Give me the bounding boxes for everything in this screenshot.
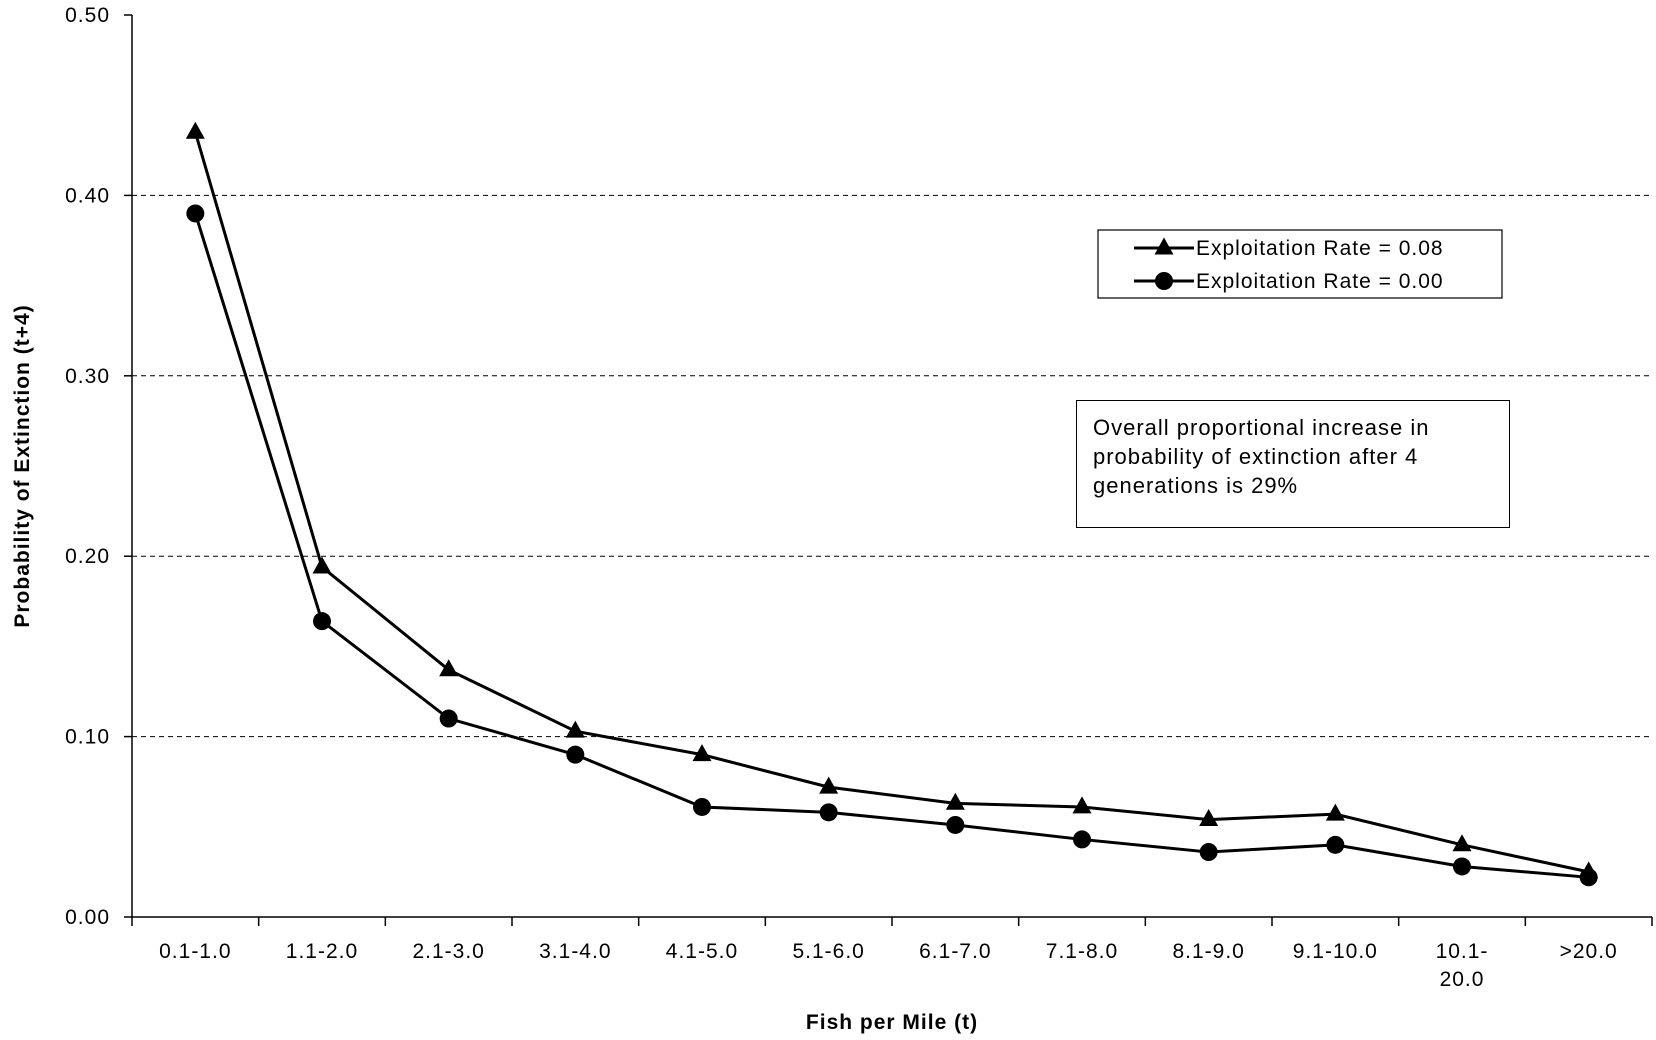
data-point-circle <box>1326 835 1345 854</box>
y-tick-label: 0.40 <box>65 184 110 207</box>
y-tick-label: 0.20 <box>65 545 110 568</box>
annotation-box: Overall proportional increase in probabi… <box>1076 400 1510 528</box>
data-point-triangle <box>1199 809 1219 827</box>
data-point-triangle <box>819 776 839 794</box>
legend-item: Exploitation Rate = 0.08 <box>1134 237 1444 260</box>
data-point-triangle <box>312 556 332 574</box>
data-point-triangle <box>185 121 205 139</box>
x-tick-label: 2.1-3.0 <box>412 940 484 963</box>
x-tick-label: 10.1- <box>1436 940 1489 963</box>
series <box>185 121 1599 887</box>
x-tick-label: 6.1-7.0 <box>919 940 991 963</box>
series-line <box>193 131 1589 874</box>
data-point-triangle <box>1072 796 1092 814</box>
y-tick-label: 0.30 <box>65 365 110 388</box>
x-tick-label: 1.1-2.0 <box>286 940 358 963</box>
data-point-triangle <box>565 720 585 738</box>
y-tick-label: 0.10 <box>65 726 110 749</box>
data-point-circle <box>1579 868 1598 887</box>
data-point-circle <box>1453 857 1471 876</box>
x-tick-label: 7.1-8.0 <box>1046 940 1118 963</box>
data-point-circle <box>439 709 458 728</box>
data-point-triangle <box>1325 803 1345 821</box>
legend: Exploitation Rate = 0.08 Exploitation Rat… <box>1097 229 1503 299</box>
series-line <box>193 212 1589 879</box>
data-point-triangle <box>439 659 459 677</box>
y-tick-label: 0.00 <box>65 906 110 929</box>
axes <box>124 14 1653 926</box>
y-axis-title: Probability of Extinction (t+4) <box>11 304 34 627</box>
data-point-circle <box>819 803 838 822</box>
data-point-circle <box>1199 843 1218 862</box>
data-point-circle <box>313 612 331 631</box>
x-tick-label: 9.1-10.0 <box>1293 940 1378 963</box>
x-tick-label: >20.0 <box>1560 940 1618 963</box>
legend-label: Exploitation Rate = 0.00 <box>1196 270 1444 293</box>
data-point-circle <box>693 797 711 816</box>
series-circle <box>186 204 1598 887</box>
x-tick-label: 20.0 <box>1440 968 1485 991</box>
x-tick-labels: 0.1-1.0 1.1-2.0 2.1-3.0 3.1-4.0 4.1-5.0 5.1-6… <box>159 940 1618 991</box>
annotation-line: generations is 29% <box>1093 473 1299 498</box>
legend-marker-circle <box>1155 272 1173 290</box>
annotation-line: probability of extinction after 4 <box>1093 444 1419 469</box>
data-point-circle <box>1073 830 1091 849</box>
data-point-triangle <box>692 744 712 762</box>
x-tick-label: 3.1-4.0 <box>539 940 611 963</box>
legend-marker-triangle <box>1154 237 1174 255</box>
y-tick-labels: 0.00 0.10 0.20 0.30 0.40 0.50 <box>65 4 110 929</box>
annotation-line: Overall proportional increase in <box>1093 415 1430 440</box>
legend-label: Exploitation Rate = 0.08 <box>1196 237 1444 260</box>
x-tick-label: 0.1-1.0 <box>159 940 231 963</box>
gridlines <box>132 194 1652 738</box>
data-point-triangle <box>1452 834 1472 852</box>
data-point-circle <box>186 204 205 223</box>
x-axis-title: Fish per Mile (t) <box>806 1011 978 1034</box>
data-point-triangle <box>945 792 965 810</box>
x-tick-label: 5.1-6.0 <box>792 940 864 963</box>
x-tick-label: 4.1-5.0 <box>666 940 738 963</box>
data-point-circle <box>566 745 585 764</box>
x-tick-label: 8.1-9.0 <box>1172 940 1244 963</box>
y-tick-label: 0.50 <box>65 4 110 27</box>
data-point-circle <box>946 815 965 834</box>
legend-item: Exploitation Rate = 0.00 <box>1134 270 1444 293</box>
